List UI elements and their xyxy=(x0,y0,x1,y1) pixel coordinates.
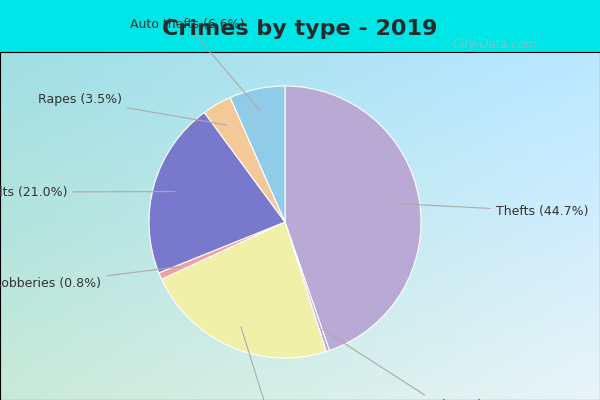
Wedge shape xyxy=(285,86,421,350)
Wedge shape xyxy=(159,222,285,279)
Text: Assaults (21.0%): Assaults (21.0%) xyxy=(0,186,175,198)
Wedge shape xyxy=(161,222,326,358)
Text: Crimes by type - 2019: Crimes by type - 2019 xyxy=(163,18,437,39)
Text: City-Data.com: City-Data.com xyxy=(445,38,536,51)
Wedge shape xyxy=(149,112,285,273)
Text: Robberies (0.8%): Robberies (0.8%) xyxy=(0,267,180,290)
Wedge shape xyxy=(285,222,329,352)
Wedge shape xyxy=(205,98,285,222)
Text: Auto thefts (6.6%): Auto thefts (6.6%) xyxy=(130,18,260,111)
Wedge shape xyxy=(230,86,285,222)
Text: Burglaries (23.0%): Burglaries (23.0%) xyxy=(215,327,332,400)
Text: Arson (0.4%): Arson (0.4%) xyxy=(322,329,482,400)
Text: Rapes (3.5%): Rapes (3.5%) xyxy=(38,93,226,125)
Text: Thefts (44.7%): Thefts (44.7%) xyxy=(398,204,588,218)
